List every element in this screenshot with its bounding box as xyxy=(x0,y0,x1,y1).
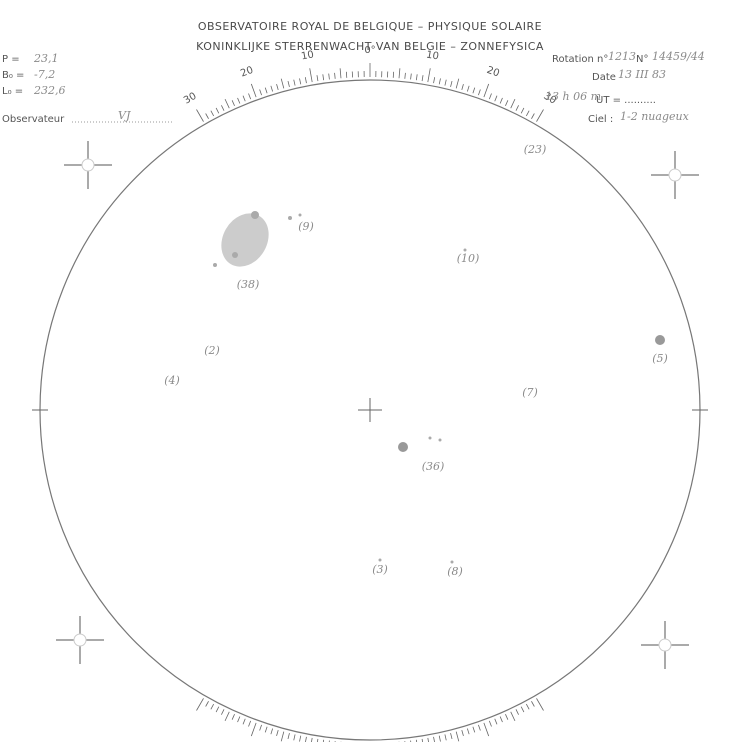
corner-dot xyxy=(74,634,86,646)
header-field: N° xyxy=(636,54,648,65)
param-label: B₀ = xyxy=(2,70,24,81)
header-field: 13 III 83 xyxy=(618,68,666,81)
corner-dot xyxy=(659,639,671,651)
drawing-sheet: OBSERVATOIRE ROYAL DE BELGIQUE – PHYSIQU… xyxy=(0,0,738,742)
param-label: P = xyxy=(2,54,20,65)
group-label: (3) xyxy=(372,563,388,576)
group-label: (2) xyxy=(204,344,220,357)
group-label: (4) xyxy=(164,374,180,387)
scale-label: 10 xyxy=(425,49,439,62)
header-field: Rotation n° xyxy=(552,54,608,65)
param-value: -7,2 xyxy=(34,68,55,81)
corner-dot xyxy=(82,159,94,171)
scale-label: 10 xyxy=(300,49,314,62)
group-label: (9) xyxy=(298,220,314,233)
group-label: (36) xyxy=(422,460,445,473)
header-field: Ciel : xyxy=(588,114,613,125)
group-label: (38) xyxy=(237,278,260,291)
corner-dot xyxy=(669,169,681,181)
group-label: (8) xyxy=(447,565,463,578)
param-label: L₀ = xyxy=(2,86,23,97)
observer-label: Observateur xyxy=(2,114,65,125)
scale-label: 0° xyxy=(364,45,375,56)
group-label: (10) xyxy=(457,252,480,265)
header-field: UT = .......... xyxy=(596,95,656,106)
header-field: 1-2 nuageux xyxy=(620,110,690,123)
header-field: Date xyxy=(592,72,616,83)
header-line: OBSERVATOIRE ROYAL DE BELGIQUE – PHYSIQU… xyxy=(198,20,542,33)
group-label: (7) xyxy=(522,386,538,399)
observer-value: VJ xyxy=(118,109,131,122)
header-field: 1213 xyxy=(608,50,636,63)
header-field: 14459/44 xyxy=(652,50,705,63)
header-field: 13 h 06 m xyxy=(545,90,601,103)
param-value: 23,1 xyxy=(33,52,59,65)
group-label: (5) xyxy=(652,352,668,365)
page: {"header": {"line1": "OBSERVATOIRE ROYAL… xyxy=(0,0,738,742)
group-label: (23) xyxy=(524,143,547,156)
param-value: 232,6 xyxy=(33,84,66,97)
